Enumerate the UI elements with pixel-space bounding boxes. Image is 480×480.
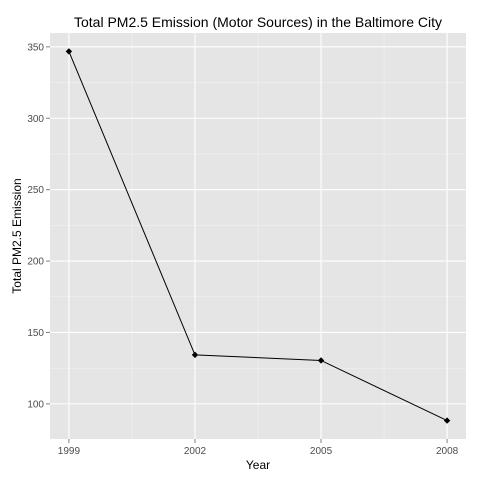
data-point [65, 48, 73, 55]
x-tick-label: 2002 [184, 446, 207, 457]
data-point [443, 417, 451, 424]
y-axis-title: Total PM2.5 Emission [10, 178, 24, 293]
series-line [68, 51, 448, 422]
chart-title: Total PM2.5 Emission (Motor Sources) in … [74, 14, 442, 30]
y-tick-label: 100 [27, 399, 44, 410]
x-axis-title: Year [246, 458, 270, 472]
series-group [65, 48, 451, 424]
y-tick-label: 250 [27, 185, 44, 196]
x-tick-label: 2005 [310, 446, 333, 457]
data-point [191, 351, 199, 359]
y-tick-label: 200 [27, 257, 44, 268]
x-tick-label: 1999 [58, 446, 81, 457]
y-tick-label: 300 [27, 114, 44, 125]
minor-gridlines [50, 33, 466, 439]
y-tick-label: 350 [27, 42, 44, 53]
data-point [317, 357, 325, 364]
x-axis-ticks: 1999 2002 2005 2008 [58, 439, 459, 457]
x-tick-label: 2008 [436, 446, 459, 457]
major-gridlines [50, 33, 466, 439]
y-axis-ticks: 100 150 200 250 300 350 [27, 42, 50, 410]
y-tick-label: 150 [27, 328, 44, 339]
